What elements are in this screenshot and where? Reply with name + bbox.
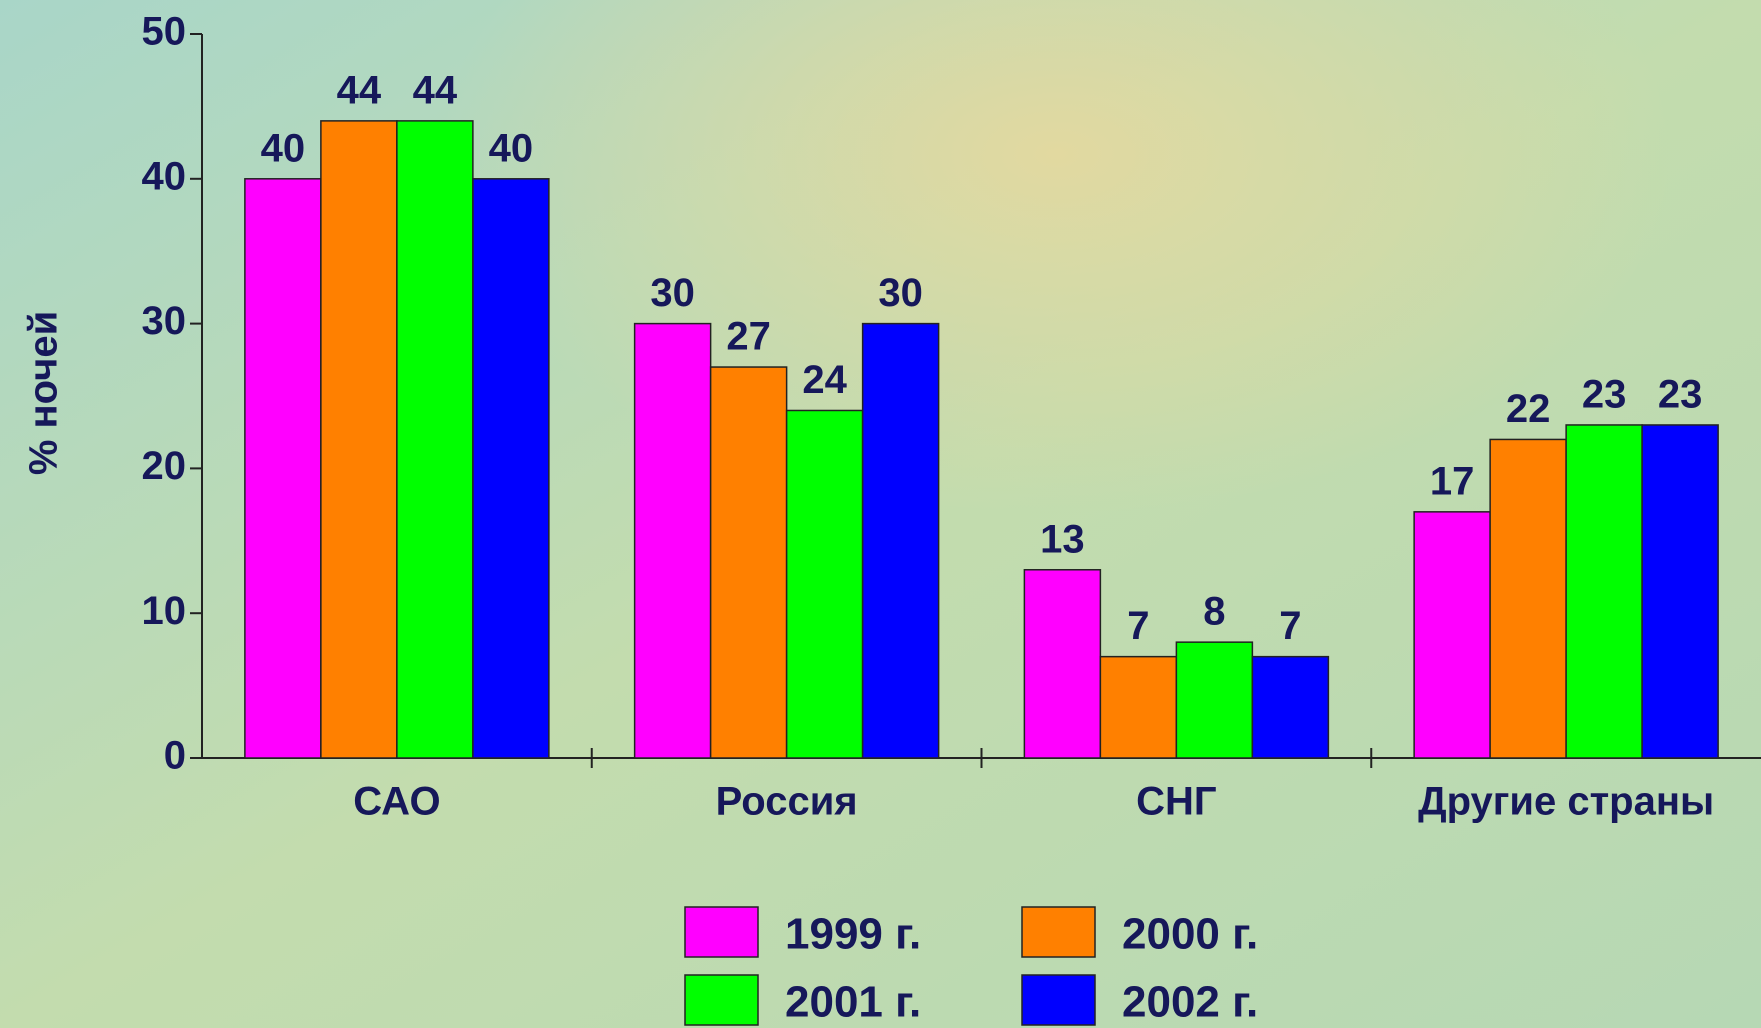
y-tick-label: 0 [164,734,186,778]
bar [244,178,322,759]
y-tick-label: 30 [142,299,187,343]
value-label: 44 [337,68,382,112]
value-label: 7 [1127,604,1149,648]
bar [1413,511,1491,759]
bar [1565,424,1643,759]
value-label: 30 [878,271,923,315]
value-label: 23 [1582,373,1627,417]
value-label: 8 [1203,590,1225,634]
value-label: 22 [1506,387,1551,431]
x-tick-label: Россия [716,780,858,824]
legend-label: 1999 г. [785,910,921,959]
value-label: 27 [726,315,771,359]
value-label: 7 [1279,604,1301,648]
bar [1099,655,1178,759]
legend-swatch [684,906,759,958]
bar [785,409,864,759]
y-axis-label: % ночей [22,311,66,475]
legend-label: 2000 г. [1122,910,1258,959]
x-tick-label: СНГ [1136,780,1216,824]
value-label: 23 [1658,373,1703,417]
bar [1641,424,1719,759]
legend-swatch [684,974,759,1026]
legend-swatch [1021,974,1096,1026]
y-tick-label: 20 [142,444,187,488]
legend-label: 2001 г. [785,978,921,1027]
bar [1251,655,1330,759]
bar [396,120,474,759]
value-label: 24 [802,358,847,402]
value-label: 40 [261,126,306,170]
y-tick-label: 40 [142,154,187,198]
bar [472,178,550,759]
x-tick-label: САО [353,780,440,824]
bar [709,366,788,759]
value-label: 30 [650,271,695,315]
value-label: 17 [1430,459,1475,503]
value-label: 40 [489,126,534,170]
value-label: 13 [1040,517,1085,561]
bar [1489,438,1567,759]
bar [1175,641,1254,759]
bar [633,322,712,759]
y-tick-label: 50 [142,10,187,54]
y-tick-label: 10 [142,589,187,633]
bar [861,322,940,759]
bar [1023,569,1102,759]
legend-swatch [1021,906,1096,958]
x-tick-label: Другие страны [1418,780,1714,824]
legend-label: 2002 г. [1122,978,1258,1027]
bar [320,120,398,759]
value-label: 44 [413,68,458,112]
